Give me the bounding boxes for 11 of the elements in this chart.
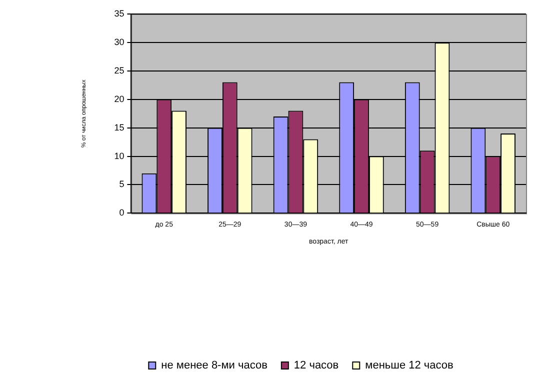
y-tick-label: 20 xyxy=(114,94,124,104)
legend-label: меньше 12 часов xyxy=(365,360,454,372)
y-tick-label: 30 xyxy=(114,36,124,47)
y-tick-label: 25 xyxy=(114,65,124,76)
y-tick-label: 0 xyxy=(119,208,124,218)
y-tick-label: 5 xyxy=(119,179,124,190)
y-tick-label: 35 xyxy=(114,8,124,18)
legend-label: 12 часов xyxy=(294,360,339,372)
legend-label: не менее 8-ми часов xyxy=(161,360,268,372)
y-tick-label: 15 xyxy=(114,122,124,132)
y-tick-label: 10 xyxy=(114,150,124,161)
